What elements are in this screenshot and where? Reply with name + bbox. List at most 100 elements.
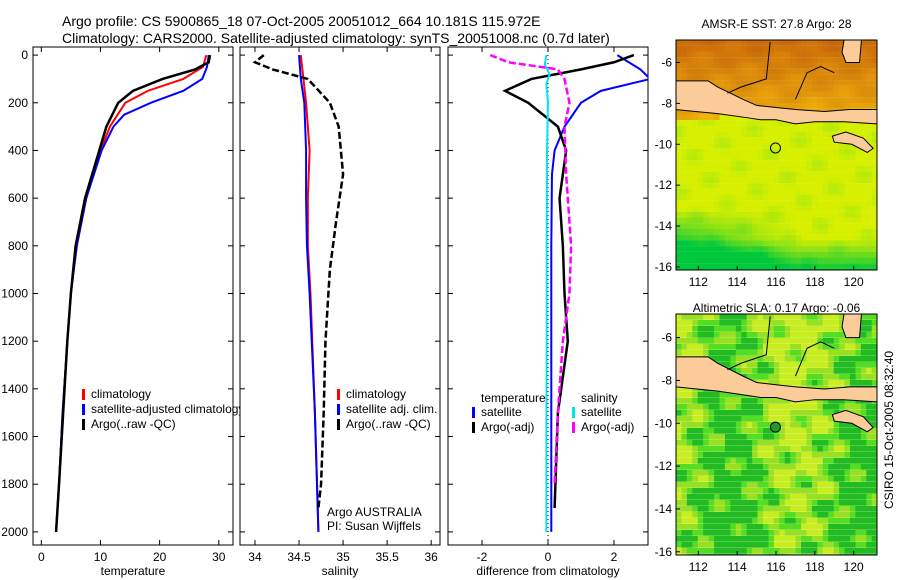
heatmap-cell bbox=[746, 427, 753, 434]
heatmap-cell bbox=[676, 137, 682, 144]
heatmap-cell bbox=[779, 154, 786, 161]
annotation-text: PI: Susan Wijffels bbox=[327, 519, 421, 533]
heatmap-cell bbox=[708, 137, 715, 144]
heatmap-cell bbox=[844, 91, 851, 98]
heatmap-cell bbox=[871, 421, 877, 428]
heatmap-cell bbox=[676, 183, 682, 189]
heatmap-cell bbox=[746, 343, 753, 350]
heatmap-cell bbox=[811, 337, 818, 344]
heatmap-cell bbox=[746, 403, 753, 410]
heatmap-cell bbox=[708, 391, 715, 398]
heatmap-cell bbox=[757, 499, 764, 506]
heatmap-cell bbox=[811, 487, 818, 494]
heatmap-cell bbox=[768, 131, 775, 138]
heatmap-cell bbox=[741, 148, 748, 155]
heatmap-cell bbox=[790, 200, 796, 207]
heatmap-cell bbox=[730, 553, 737, 555]
heatmap-cell bbox=[697, 246, 704, 252]
heatmap-cell bbox=[779, 97, 786, 104]
heatmap-cell bbox=[763, 433, 769, 440]
heatmap-cell bbox=[860, 40, 867, 46]
heatmap-cell bbox=[714, 211, 720, 218]
heatmap-cell bbox=[817, 228, 824, 235]
heatmap-cell bbox=[839, 85, 845, 92]
heatmap-cell bbox=[708, 505, 715, 512]
heatmap-cell bbox=[822, 211, 829, 218]
heatmap-cell bbox=[763, 206, 769, 212]
heatmap-cell bbox=[828, 246, 835, 252]
heatmap-cell bbox=[822, 120, 829, 126]
heatmap-cell bbox=[719, 143, 726, 149]
heatmap-cell bbox=[860, 51, 867, 58]
heatmap-cell bbox=[763, 40, 769, 46]
heatmap-cell bbox=[850, 343, 856, 350]
heatmap-cell bbox=[719, 148, 726, 155]
heatmap-cell bbox=[746, 319, 753, 326]
heatmap-cell bbox=[801, 361, 807, 368]
heatmap-cell bbox=[692, 523, 699, 530]
heatmap-cell bbox=[790, 171, 796, 178]
heatmap-cell bbox=[714, 257, 720, 264]
heatmap-cell bbox=[817, 194, 824, 201]
heatmap-cell bbox=[714, 74, 720, 81]
heatmap-cell bbox=[855, 451, 862, 458]
heatmap-cell bbox=[741, 529, 748, 536]
heatmap-cell bbox=[746, 505, 753, 512]
heatmap-cell bbox=[714, 337, 720, 344]
heatmap-cell bbox=[795, 421, 802, 428]
y-tick-label: -14 bbox=[655, 502, 673, 516]
heatmap-cell bbox=[828, 367, 835, 374]
heatmap-cell bbox=[752, 553, 758, 555]
heatmap-cell bbox=[746, 143, 753, 149]
heatmap-cell bbox=[773, 240, 780, 247]
heatmap-cell bbox=[806, 553, 813, 555]
heatmap-cell bbox=[784, 439, 791, 446]
heatmap-cell bbox=[817, 319, 824, 326]
heatmap-cell bbox=[724, 463, 731, 470]
heatmap-cell bbox=[806, 493, 813, 500]
heatmap-cell bbox=[801, 171, 807, 178]
heatmap-cell bbox=[779, 246, 786, 252]
heatmap-cell bbox=[811, 397, 818, 404]
heatmap-cell bbox=[708, 403, 715, 410]
heatmap-cell bbox=[822, 505, 829, 512]
heatmap-cell bbox=[773, 223, 780, 229]
heatmap-cell bbox=[773, 40, 780, 46]
heatmap-cell bbox=[779, 403, 786, 410]
heatmap-cell bbox=[795, 349, 802, 356]
heatmap-cell bbox=[686, 463, 693, 470]
heatmap-cell bbox=[839, 505, 845, 512]
heatmap-cell bbox=[724, 325, 731, 332]
heatmap-cell bbox=[686, 45, 693, 52]
heatmap-cell bbox=[866, 475, 873, 482]
heatmap-cell bbox=[752, 240, 758, 247]
heatmap-cell bbox=[763, 91, 769, 98]
heatmap-cell bbox=[703, 541, 709, 548]
heatmap-cell bbox=[779, 499, 786, 506]
heatmap-cell bbox=[784, 217, 791, 224]
heatmap-cell bbox=[746, 171, 753, 178]
heatmap-cell bbox=[866, 251, 873, 258]
heatmap-cell bbox=[752, 200, 758, 207]
heatmap-cell bbox=[871, 228, 877, 235]
heatmap-cell bbox=[866, 246, 873, 252]
heatmap-cell bbox=[855, 263, 862, 270]
heatmap-cell bbox=[681, 108, 688, 115]
heatmap-cell bbox=[790, 80, 796, 86]
heatmap-cell bbox=[779, 517, 786, 524]
heatmap-cell bbox=[714, 217, 720, 224]
heatmap-cell bbox=[686, 131, 693, 138]
heatmap-cell bbox=[692, 481, 699, 488]
heatmap-cell bbox=[686, 319, 693, 326]
heatmap-cell bbox=[806, 240, 813, 247]
heatmap-cell bbox=[817, 463, 824, 470]
heatmap-cell bbox=[714, 234, 720, 241]
heatmap-cell bbox=[730, 439, 737, 446]
heatmap-cell bbox=[692, 114, 699, 121]
heatmap-cell bbox=[741, 367, 748, 374]
heatmap-cell bbox=[692, 469, 699, 476]
heatmap-cell bbox=[692, 137, 699, 144]
heatmap-cell bbox=[730, 200, 737, 207]
heatmap-cell bbox=[724, 415, 731, 422]
heatmap-cell bbox=[817, 445, 824, 452]
